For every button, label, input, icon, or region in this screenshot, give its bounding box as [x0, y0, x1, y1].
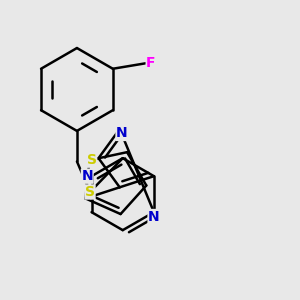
- Text: N: N: [81, 169, 93, 183]
- Text: S: S: [85, 185, 95, 199]
- Text: S: S: [87, 153, 97, 167]
- Text: N: N: [148, 209, 160, 224]
- Text: F: F: [146, 56, 156, 70]
- Text: N: N: [116, 126, 128, 140]
